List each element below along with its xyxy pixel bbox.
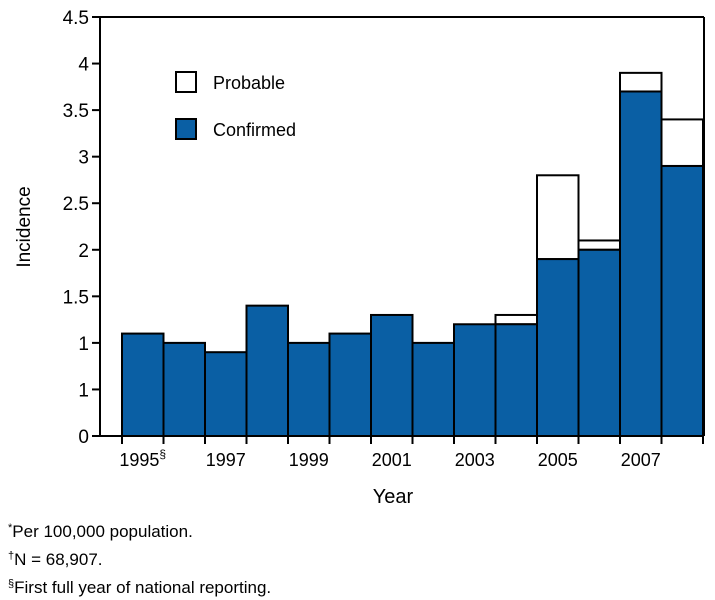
bar-confirmed-2005 bbox=[536, 258, 580, 438]
footnote-total-n: †N = 68,907. bbox=[8, 550, 103, 569]
x-tick-label: 2001 bbox=[372, 450, 412, 470]
bar-confirmed-1999 bbox=[287, 341, 331, 437]
y-tick-label: 3.5 bbox=[63, 101, 89, 122]
footnote-first-year: §First full year of national reporting. bbox=[8, 578, 272, 597]
bar-probable-2006 bbox=[577, 239, 621, 251]
bar-confirmed-2008 bbox=[660, 164, 704, 437]
bar-confirmed-1995 bbox=[121, 332, 165, 438]
bar-confirmed-2000 bbox=[328, 332, 372, 438]
bar-probable-2004 bbox=[494, 313, 538, 326]
incidence-chart: 0 1 1 1.5 2 2.5 3 3.5 4 4.5 1995§ 1997 1999 2001 2003… bbox=[14, 8, 705, 508]
legend-label-confirmed: Confirmed bbox=[213, 120, 296, 140]
x-tick-label: 2005 bbox=[538, 450, 578, 470]
bar-confirmed-2001 bbox=[370, 313, 414, 438]
bar-probable-2005 bbox=[536, 174, 580, 261]
bar-confirmed-2003 bbox=[453, 323, 497, 437]
y-axis-ticks: 0 1 1 1.5 2 2.5 3 3.5 4 4.5 bbox=[63, 8, 100, 448]
bar-confirmed-2006 bbox=[577, 248, 621, 437]
x-tick-label: 2003 bbox=[455, 450, 495, 470]
bar-confirmed-1997 bbox=[204, 351, 248, 438]
bar-confirmed-2002 bbox=[411, 341, 455, 437]
y-tick-label: 4.5 bbox=[63, 8, 89, 29]
bar-confirmed-1996 bbox=[162, 341, 206, 437]
bar-confirmed-2007 bbox=[619, 90, 663, 437]
y-tick-label: 2 bbox=[78, 241, 89, 262]
y-tick-label: 1 bbox=[78, 334, 89, 355]
legend-swatch-confirmed bbox=[175, 118, 197, 140]
y-axis-label: Incidence bbox=[14, 186, 35, 267]
y-tick-label: 4 bbox=[78, 55, 89, 76]
y-tick-label: 3 bbox=[78, 148, 89, 169]
x-tick-label: 1995§ bbox=[119, 447, 166, 470]
bar-confirmed-2004 bbox=[494, 323, 538, 437]
y-tick-label: 0 bbox=[78, 427, 89, 448]
x-tick-label: 1997 bbox=[206, 450, 246, 470]
x-axis-label: Year bbox=[373, 486, 414, 508]
footnotes: *Per 100,000 population. †N = 68,907. §F… bbox=[8, 516, 271, 600]
x-axis-ticks: 1995§ 1997 1999 2001 2003 2005 2007 bbox=[119, 436, 704, 470]
y-tick-label: 2.5 bbox=[63, 194, 89, 215]
legend-label-probable: Probable bbox=[213, 73, 285, 93]
bar-probable-2007 bbox=[619, 71, 663, 93]
y-tick-label: 1 bbox=[78, 380, 89, 401]
y-tick-label: 1.5 bbox=[63, 287, 89, 308]
chart-bars bbox=[121, 71, 704, 438]
bar-probable-2008 bbox=[660, 118, 704, 167]
x-tick-label: 1999 bbox=[289, 450, 329, 470]
x-tick-label: 2007 bbox=[621, 450, 661, 470]
footnote-per-population: *Per 100,000 population. bbox=[8, 522, 193, 541]
chart-legend: Probable Confirmed bbox=[175, 71, 296, 140]
bar-confirmed-1998 bbox=[245, 304, 289, 437]
legend-swatch-probable bbox=[175, 71, 197, 93]
